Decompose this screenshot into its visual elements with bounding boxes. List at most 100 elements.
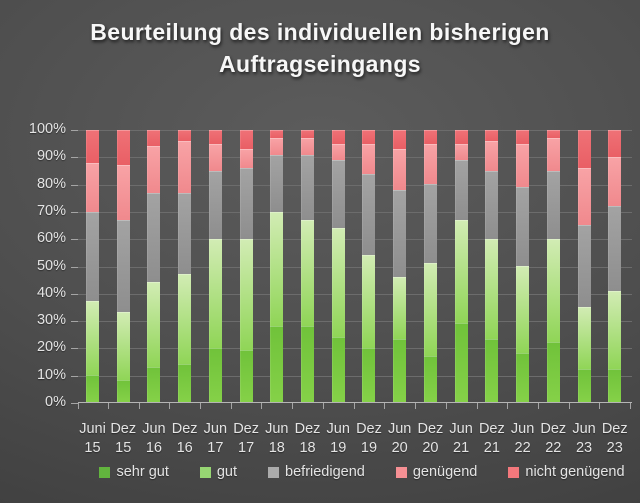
bar-segment-genügend (516, 143, 530, 188)
bar-segment-gut (178, 274, 192, 364)
x-label-year: 23 (575, 440, 593, 456)
bar-Jun-17 (208, 130, 222, 402)
bar-segment-nicht-genügend (608, 130, 622, 158)
legend-item-gut: gut (199, 464, 237, 480)
bar-segment-gut (516, 266, 530, 354)
chart-title-line2: Auftragseingangs (219, 51, 421, 77)
y-axis-label: 90% (36, 148, 66, 164)
bar-segment-gut (239, 238, 253, 351)
bar-segment-genügend (546, 138, 560, 171)
bar-segment-gut (86, 301, 99, 375)
x-tick (630, 403, 632, 409)
y-tick-90% (71, 157, 78, 158)
legend: sehr gut gut befriedigend genügend nicht gen… (84, 462, 640, 482)
bar-segment-gut (270, 211, 284, 326)
x-label-month: Jun (326, 421, 350, 437)
x-tick (568, 403, 570, 409)
gridline-10% (78, 376, 632, 377)
bar-segment-gut (608, 290, 622, 370)
legend-item-befriedigend: befriedigend (268, 464, 365, 480)
bar-segment-sehr-gut (270, 325, 284, 402)
legend-item-sehr-gut: sehr gut (99, 464, 169, 480)
x-label-year: 19 (330, 440, 347, 456)
bar-segment-genügend (608, 157, 622, 207)
bar-segment-nicht-genügend (454, 130, 468, 144)
legend-item-genügend: genügend (395, 464, 477, 480)
gridline-100% (78, 130, 632, 131)
bar-segment-sehr-gut (116, 380, 130, 402)
bar-segment-gut (393, 276, 407, 340)
bar-segment-nicht-genügend (393, 130, 407, 150)
bar-segment-befriedigend (178, 192, 192, 275)
bar-segment-gut (116, 312, 130, 381)
bar-Jun-21 (454, 130, 468, 402)
bar-segment-genügend (393, 149, 407, 190)
y-tick-80% (71, 185, 78, 186)
x-tick (415, 403, 417, 409)
bar-segment-nicht-genügend (116, 130, 130, 166)
bar-Dez-17 (239, 130, 253, 402)
bar-segment-sehr-gut (178, 363, 192, 402)
bar-segment-gut (147, 282, 161, 367)
bar-Dez-19 (362, 130, 376, 402)
bar-segment-genügend (116, 165, 130, 220)
bar-segment-befriedigend (270, 154, 284, 212)
bar-Dez-22 (546, 130, 560, 402)
bar-segment-befriedigend (485, 170, 499, 239)
bar-Jun-22 (516, 130, 530, 402)
bar-Dez-16 (178, 130, 192, 402)
bar-segment-befriedigend (147, 192, 161, 283)
x-label-year: 18 (268, 440, 285, 456)
x-label-month: Dez (110, 421, 137, 437)
chart-title: Beurteilung des individuellen bisherigen… (0, 16, 640, 80)
chart-title-line1: Beurteilung des individuellen bisherigen (90, 19, 550, 45)
bar-segment-gut (423, 263, 437, 356)
bar-segment-gut (301, 219, 315, 326)
y-tick-70% (71, 212, 78, 213)
y-tick-40% (71, 294, 78, 295)
bar-Jun-23 (577, 130, 591, 402)
x-label-month: Jun (572, 421, 596, 437)
x-tick (169, 403, 171, 409)
bar-segment-nicht-genügend (147, 130, 161, 147)
bar-segment-nicht-genügend (301, 130, 315, 139)
y-tick-20% (71, 348, 78, 349)
y-axis-label: 70% (36, 203, 66, 219)
legend-swatch-icon (268, 466, 280, 478)
x-label-month: Jun (203, 421, 228, 437)
x-label-year: 22 (545, 440, 562, 456)
x-label-year: 17 (238, 440, 255, 456)
legend-label: nicht genügend (525, 464, 625, 480)
x-label-month: Dez (356, 421, 382, 437)
x-label-year: 19 (360, 440, 378, 456)
x-tick (353, 403, 355, 409)
x-label-year: 16 (176, 440, 193, 456)
x-label-year: 22 (514, 440, 531, 456)
bar-segment-sehr-gut (423, 355, 437, 402)
y-axis-label: 10% (36, 367, 66, 383)
bar-segment-sehr-gut (147, 366, 161, 402)
bar-segment-befriedigend (516, 187, 530, 267)
bar-segment-sehr-gut (577, 369, 591, 402)
bar-segment-befriedigend (393, 189, 407, 277)
x-tick (507, 403, 509, 409)
bar-segment-nicht-genügend (362, 130, 376, 144)
bar-segment-nicht-genügend (577, 130, 591, 169)
bar-Jun-18 (270, 130, 284, 402)
y-axis-label: 100% (28, 121, 66, 137)
bar-segment-genügend (454, 143, 468, 160)
plot-area (78, 130, 632, 403)
y-axis-label: 30% (36, 312, 66, 328)
bar-segment-genügend (423, 143, 437, 185)
bar-segment-befriedigend (608, 206, 622, 291)
bar-segment-nicht-genügend (516, 130, 530, 144)
bar-segment-genügend (86, 162, 99, 212)
x-label-month: Dez (540, 421, 567, 437)
x-label-month: Jun (449, 421, 473, 437)
gridline-20% (78, 348, 632, 349)
y-axis-label: 0% (45, 394, 66, 410)
x-label-year: 20 (391, 440, 408, 456)
x-label-year: 21 (483, 440, 500, 456)
x-label-year: 23 (606, 440, 623, 456)
